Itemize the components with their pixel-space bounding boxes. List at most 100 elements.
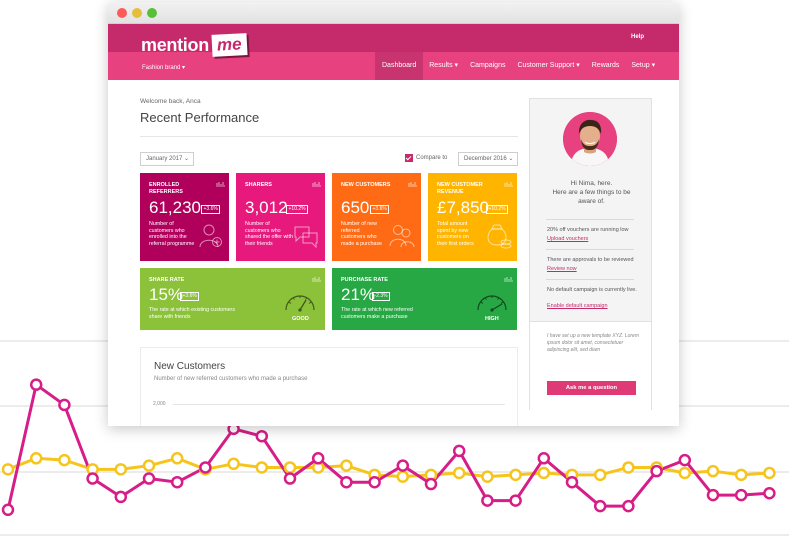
data-point-pink [142,472,156,485]
tile-share-rate[interactable]: Share Rate 15% +3.6% The rate at which e… [140,268,325,330]
help-link[interactable]: Help [630,34,644,40]
tile-enrolled-referrers[interactable]: Enrolled Referrers 61,230 +3.6% Number o… [140,173,229,261]
chat-bubbles-icon [294,226,318,249]
tile-label: Share Rate [149,277,185,283]
tile-label: New Customers [341,182,391,188]
sidebar-greeting: Hi Nima, here. [570,180,613,187]
data-point-pink [537,452,551,465]
data-point-pink [452,444,466,458]
tile-description: Number of customers who shared the offer… [245,221,293,247]
avatar [563,112,617,166]
nav-customer-support[interactable]: Customer Support ▾ [517,62,580,69]
logo-text: mention [141,34,209,55]
window-titlebar [108,2,679,24]
gauge-label: HIGH [485,316,499,322]
data-point-yellow [678,466,692,480]
tile-value: 21% [341,285,376,304]
data-point-yellow [396,470,410,483]
tile-value: 650 [341,198,370,217]
data-point-yellow [706,464,720,478]
chart-icon[interactable] [312,276,321,282]
chart-icon[interactable] [312,181,321,187]
data-point-pink [368,475,381,489]
tile-new-customers[interactable]: New Customers 650 +3.6% Number of new re… [332,173,421,261]
chart-icon[interactable] [504,276,513,282]
chart-icon[interactable] [408,181,417,187]
brand-selector[interactable]: Fashion brand ▾ [142,65,186,71]
data-point-pink [114,490,128,504]
upload-vouchers-link[interactable]: Upload vouchers [547,236,589,242]
data-point-pink [763,486,776,500]
nav-results[interactable]: Results ▾ [429,62,459,69]
users-icon [389,225,415,248]
review-now-link[interactable]: Review now [547,266,577,272]
mention-me-logo[interactable]: mention me [141,33,248,57]
app-header: mention me Fashion brand ▾ Help Dashboar… [108,24,679,80]
ask-question-button[interactable]: Ask me a question [547,381,636,395]
data-point-pink [170,475,184,489]
data-point-pink [86,472,99,485]
assistant-sidebar: Hi Nima, here. Here are a few things to … [529,98,652,411]
y-tick-label: 2,000 [153,401,166,407]
data-point-pink [340,475,353,489]
tile-new-customer-revenue[interactable]: New Customer Revenue £7,850 +10.2% Total… [428,173,517,261]
tile-description: The rate at which new referred customers… [341,307,413,320]
chart-icon[interactable] [216,181,225,187]
tile-change-badge: +10.2% [286,205,309,214]
alert-text: No default campaign is currently live. [547,287,637,293]
main-nav: Dashboard Results ▾ Campaigns Customer S… [375,52,661,80]
tile-change-badge: +3.6% [370,205,390,214]
gauge-label: GOOD [292,316,309,322]
data-point-yellow [227,457,240,471]
close-window-button[interactable] [117,8,127,18]
compare-toggle[interactable]: Compare to [405,154,447,162]
tile-purchase-rate[interactable]: Purchase Rate 21% -2.3% The rate at whic… [332,268,517,330]
enable-default-campaign-link[interactable]: Enable default campaign [547,303,608,309]
alert-text: There are approvals to be reviewed [547,257,634,263]
data-point-yellow [283,461,297,474]
data-point-pink [678,453,692,467]
data-point-yellow [509,468,522,482]
chart-icon[interactable] [504,181,513,187]
data-point-pink [283,472,297,485]
series-line-pink [6,383,770,511]
data-point-pink [593,499,607,513]
date-from-select[interactable]: January 2017 ⌄ [140,152,194,166]
tile-sharers[interactable]: Sharers 3,012 +10.2% Number of customers… [236,173,325,261]
divider [140,136,518,137]
nav-dashboard[interactable]: Dashboard [375,52,424,80]
data-point-yellow [763,466,776,480]
logo-badge: me [211,33,248,57]
data-point-pink [311,452,325,465]
data-point-yellow [622,461,635,474]
data-point-pink [509,494,522,507]
message-area [530,321,651,411]
data-point-yellow [1,463,15,476]
tile-change-badge: +3.6% [180,292,200,301]
divider [546,249,634,250]
data-point-yellow [734,468,748,482]
date-to-select[interactable]: December 2016 ⌄ [458,152,518,166]
data-point-pink [481,494,494,507]
avatar-portrait [563,112,617,166]
chat-message: I have set up a new template XYZ. Lorem … [547,333,639,353]
money-bag-icon [487,224,512,249]
data-point-pink [706,488,720,502]
data-point-pink [58,398,71,412]
divider [546,219,634,220]
data-point-pink [199,461,212,474]
tile-value: 3,012 [245,198,288,217]
compare-checkbox[interactable] [405,154,413,162]
minimize-window-button[interactable] [132,8,142,18]
tile-description: The rate at which existing customers sha… [149,307,235,320]
tile-change-badge: +3.6% [201,205,221,214]
tile-change-badge: +10.2% [486,205,509,214]
nav-setup[interactable]: Setup ▾ [631,62,656,69]
maximize-window-button[interactable] [147,8,157,18]
nav-campaigns[interactable]: Campaigns [470,62,506,69]
tile-label: Purchase Rate [341,277,388,283]
nav-rewards[interactable]: Rewards [591,62,620,69]
tile-change-badge: -2.3% [372,292,391,301]
tile-description: Total amount spent by new customers on t… [437,221,474,247]
